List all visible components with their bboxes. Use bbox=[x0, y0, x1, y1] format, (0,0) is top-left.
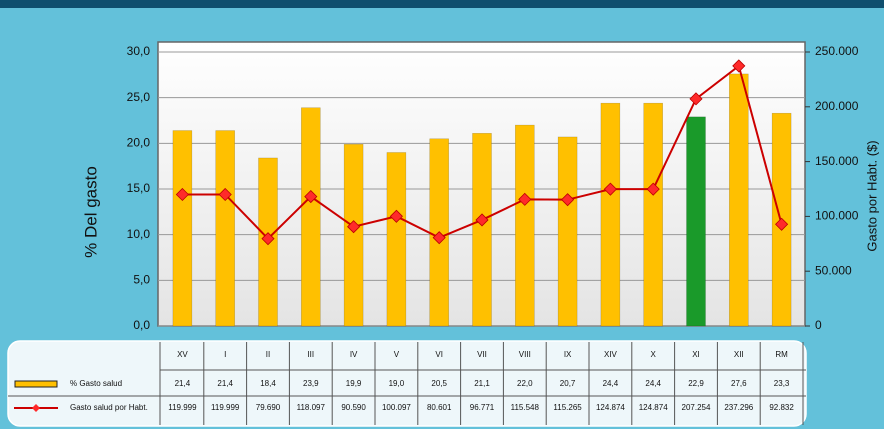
x-tick-label: II bbox=[266, 350, 270, 359]
bar bbox=[472, 133, 492, 327]
table-cell: 118.097 bbox=[297, 403, 326, 412]
table-cell: 24,4 bbox=[645, 379, 661, 388]
x-tick-label: V bbox=[394, 350, 400, 359]
x-tick-label: RM bbox=[775, 350, 788, 359]
y2-tick-label: 200.000 bbox=[815, 99, 859, 113]
top-band bbox=[0, 0, 884, 8]
table-cell: 96.771 bbox=[470, 403, 495, 412]
point bbox=[261, 232, 275, 246]
x-tick-label: VIII bbox=[519, 350, 531, 359]
y-tick-label: 25,0 bbox=[127, 90, 151, 104]
table-cell: 23,9 bbox=[303, 379, 319, 388]
x-tick-label: XII bbox=[734, 350, 744, 359]
table-cell: 80.601 bbox=[427, 403, 452, 412]
bar bbox=[686, 116, 706, 327]
table-cell: 22,0 bbox=[517, 379, 533, 388]
table-cell: 237.296 bbox=[724, 403, 753, 412]
x-tick-label: VI bbox=[435, 350, 443, 359]
x-tick-label: XI bbox=[692, 350, 700, 359]
x-tick-label: VII bbox=[477, 350, 487, 359]
y-tick-label: 0,0 bbox=[133, 318, 150, 332]
bar bbox=[515, 124, 535, 327]
table-cell: 90.590 bbox=[341, 403, 366, 412]
table-cell: 22,9 bbox=[688, 379, 704, 388]
table-cell: 79.690 bbox=[256, 403, 281, 412]
table-cell: 24,4 bbox=[603, 379, 619, 388]
point bbox=[775, 217, 789, 231]
bar bbox=[600, 102, 621, 327]
table-cell: 27,6 bbox=[731, 379, 747, 388]
table-cell: 20,7 bbox=[560, 379, 576, 388]
y-tick-label: 5,0 bbox=[133, 273, 150, 287]
table-cell: 115.265 bbox=[553, 403, 582, 412]
bar bbox=[215, 130, 235, 327]
point bbox=[475, 213, 489, 227]
legend-label: Gasto salud por Habt. bbox=[70, 403, 148, 412]
bar bbox=[729, 73, 749, 327]
point bbox=[518, 192, 532, 206]
point bbox=[732, 59, 746, 73]
point bbox=[603, 182, 617, 196]
table-cell: 20,5 bbox=[431, 379, 447, 388]
table-cell: 124.874 bbox=[596, 403, 625, 412]
bar bbox=[386, 152, 407, 327]
y-tick-label: 15,0 bbox=[127, 181, 151, 195]
legend-swatch bbox=[32, 404, 40, 412]
x-tick-label: IV bbox=[350, 350, 358, 359]
bar bbox=[172, 130, 193, 327]
x-tick-label: XV bbox=[177, 350, 188, 359]
x-tick-label: IX bbox=[564, 350, 572, 359]
table-cell: 23,3 bbox=[774, 379, 790, 388]
point bbox=[389, 209, 403, 223]
marks bbox=[172, 59, 792, 327]
point bbox=[646, 182, 660, 196]
point bbox=[175, 187, 189, 202]
table-cell: 119.999 bbox=[168, 403, 197, 412]
y2-tick-label: 0 bbox=[815, 318, 822, 332]
y2-tick-label: 100.000 bbox=[815, 209, 859, 223]
bar bbox=[643, 102, 663, 327]
point bbox=[347, 220, 361, 234]
x-tick-label: III bbox=[307, 350, 314, 359]
bar bbox=[301, 107, 321, 327]
bar bbox=[343, 143, 364, 327]
point bbox=[218, 187, 232, 202]
table-cell: 119.999 bbox=[211, 403, 240, 412]
table-cell: 21,4 bbox=[175, 379, 191, 388]
data-table bbox=[7, 340, 807, 427]
y2-axis-label: Gasto por Habt. ($) bbox=[864, 140, 879, 251]
y-tick-label: 10,0 bbox=[127, 227, 151, 241]
legend-label: % Gasto salud bbox=[70, 379, 122, 388]
table-cell: 21,4 bbox=[217, 379, 233, 388]
table-cell: 21,1 bbox=[474, 379, 490, 388]
table-cell: 19,9 bbox=[346, 379, 362, 388]
x-tick-label: XIV bbox=[604, 350, 618, 359]
table-cell: 19,0 bbox=[389, 379, 405, 388]
table-cell: 92.832 bbox=[769, 403, 794, 412]
y-tick-label: 20,0 bbox=[127, 136, 151, 150]
table-cell: 207.254 bbox=[682, 403, 711, 412]
y2-tick-label: 250.000 bbox=[815, 44, 859, 58]
table-cell: 124.874 bbox=[639, 403, 668, 412]
point bbox=[689, 92, 703, 106]
bar bbox=[557, 136, 578, 327]
y-tick-label: 30,0 bbox=[127, 44, 151, 58]
x-tick-label: X bbox=[651, 350, 657, 359]
table-cell: 100.097 bbox=[382, 403, 411, 412]
point bbox=[561, 193, 575, 207]
y2-tick-label: 50.000 bbox=[815, 263, 852, 277]
table-cell: 18,4 bbox=[260, 379, 276, 388]
y2-tick-label: 150.000 bbox=[815, 154, 859, 168]
point bbox=[432, 231, 446, 245]
point bbox=[304, 190, 318, 204]
y-axis-label: % Del gasto bbox=[81, 166, 100, 258]
legend-swatch bbox=[14, 380, 58, 388]
x-tick-label: I bbox=[224, 350, 226, 359]
table-cell: 115.548 bbox=[511, 403, 540, 412]
